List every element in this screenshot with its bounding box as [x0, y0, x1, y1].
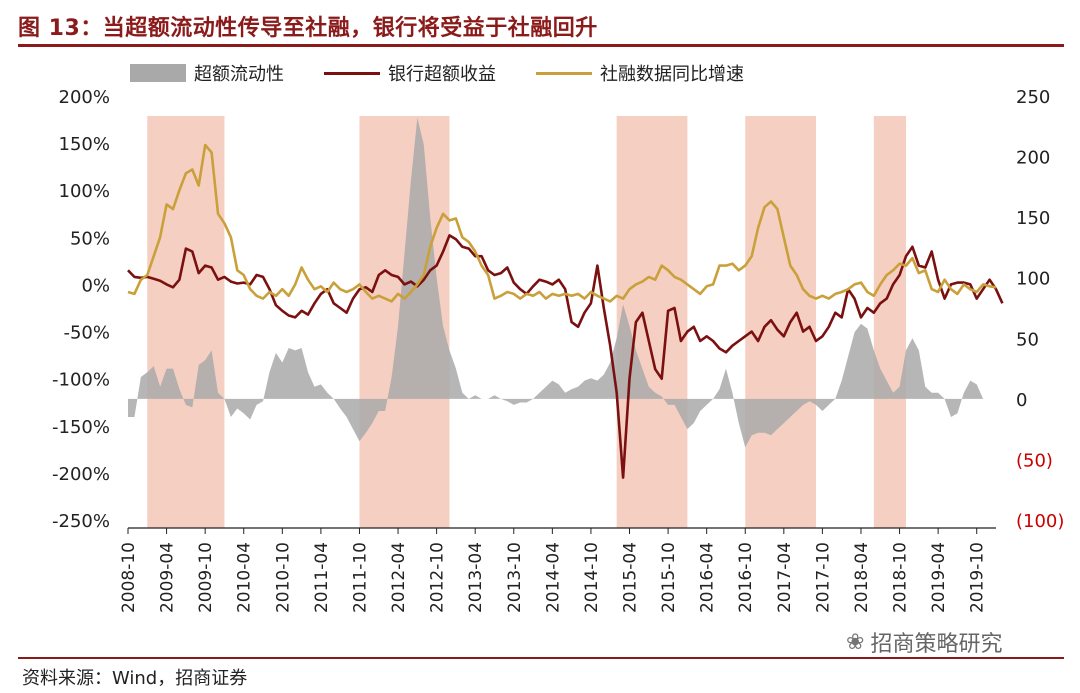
x-tick-label: 2018-04 [852, 542, 872, 613]
shaded-period [147, 116, 225, 528]
shaded-period [745, 116, 816, 528]
shaded-period [873, 116, 906, 528]
x-tick-label: 2010-10 [273, 542, 293, 613]
x-tick-label: 2008-10 [119, 542, 139, 613]
legend-label: 银行超额收益 [388, 64, 496, 85]
x-tick-label: 2014-10 [582, 542, 602, 613]
x-tick-label: 2012-10 [428, 542, 448, 613]
x-tick-label: 2013-04 [466, 542, 486, 613]
chart-legend: 超额流动性 银行超额收益 社融数据同比增速 [130, 60, 784, 86]
y-tick-left: 50% [70, 228, 110, 249]
legend-swatch-line [324, 71, 380, 75]
legend-item-bank-excess-return: 银行超额收益 [324, 60, 496, 86]
legend-swatch-line [536, 71, 592, 75]
x-tick-label: 2017-04 [775, 542, 795, 613]
chart-title: 图 13：当超额流动性传导至社融，银行将受益于社融回升 [18, 16, 598, 41]
y-tick-right: 50 [1016, 329, 1039, 350]
legend-label: 超额流动性 [194, 64, 284, 85]
x-tick-label: 2018-10 [891, 542, 911, 613]
x-tick-label: 2010-04 [235, 542, 255, 613]
x-tick-label: 2014-04 [543, 542, 563, 613]
series-line-bank-excess-return [127, 234, 1004, 479]
x-tick-label: 2015-04 [621, 542, 641, 613]
y-tick-left: -50% [63, 323, 110, 344]
legend-item-tsf-growth: 社融数据同比增速 [536, 60, 744, 86]
y-tick-left: -100% [52, 370, 110, 391]
legend-label: 社融数据同比增速 [600, 64, 744, 85]
x-tick-label: 2019-10 [968, 542, 988, 613]
x-tick-label: 2009-10 [196, 542, 216, 613]
x-tick-label: 2017-10 [813, 542, 833, 613]
y-tick-left: 150% [59, 134, 110, 155]
footer-rule [18, 657, 1064, 659]
y-tick-left: -200% [52, 464, 110, 485]
x-tick-label: 2016-04 [698, 542, 718, 613]
title-rule [18, 44, 1064, 47]
y-tick-left: 200% [59, 87, 110, 108]
y-tick-right: 250 [1016, 87, 1050, 108]
x-tick-label: 2019-04 [929, 542, 949, 613]
y-tick-left: 100% [59, 181, 110, 202]
x-tick-label: 2009-04 [158, 542, 178, 613]
x-tick-label: 2015-10 [659, 542, 679, 613]
x-tick-label: 2011-10 [350, 542, 370, 613]
x-tick-label: 2016-10 [736, 542, 756, 613]
series-line-tsf-growth [127, 143, 997, 303]
x-tick-label: 2012-04 [389, 542, 409, 613]
y-tick-left: 0% [81, 275, 110, 296]
y-tick-right: 100 [1016, 269, 1050, 290]
shaded-period [616, 116, 688, 528]
legend-item-excess-liquidity: 超额流动性 [130, 60, 284, 86]
y-tick-right: (100) [1016, 511, 1064, 532]
y-tick-right: 200 [1016, 148, 1050, 169]
y-tick-left: -250% [52, 511, 110, 532]
y-tick-right: (50) [1016, 450, 1053, 471]
watermark: ❀ 招商策略研究 [846, 626, 1002, 658]
x-tick-label: 2011-04 [312, 542, 332, 613]
source-note: 资料来源：Wind，招商证券 [22, 668, 248, 689]
y-tick-right: 150 [1016, 208, 1050, 229]
watermark-text: 招商策略研究 [870, 632, 1003, 657]
legend-swatch-area [130, 64, 186, 82]
wechat-icon: ❀ [846, 629, 865, 655]
x-tick-label: 2013-10 [505, 542, 525, 613]
y-tick-left: -150% [52, 417, 110, 438]
y-tick-right: 0 [1016, 390, 1027, 411]
